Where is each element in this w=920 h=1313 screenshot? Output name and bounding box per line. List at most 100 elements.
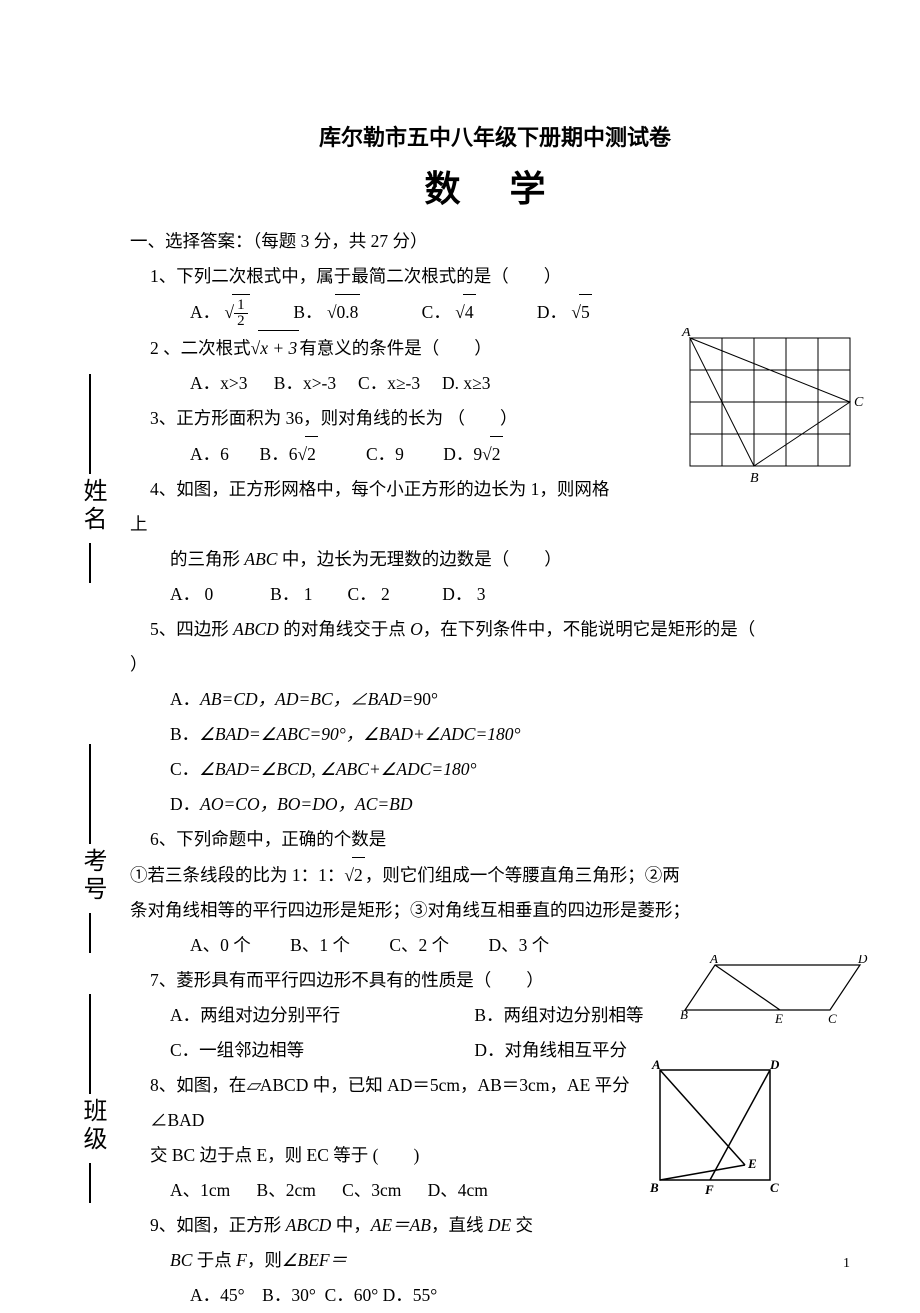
q9-angle: ∠BEF＝ [282, 1250, 347, 1270]
q9-l2-post: ，则 [247, 1250, 282, 1270]
q8-para: ▱ [246, 1075, 259, 1095]
exam-title: 库尔勒市五中八年级下册期中测试卷 [130, 120, 860, 152]
q2-C: C．x≥-3 [358, 373, 420, 393]
subject-title: 数 学 [130, 160, 860, 212]
q5-abcd: ABCD [233, 619, 279, 639]
q9-pre: 9、如图，正方形 [150, 1215, 286, 1235]
q6-line2: ①若三条线段的比为 1：1：√2，则它们组成一个等腰直角三角形；②两 [130, 857, 860, 893]
q9-A: A．45° [190, 1285, 245, 1305]
q8-figure: A D B E C [680, 955, 870, 1030]
q2-post: 有意义的条件是（ ） [299, 338, 492, 358]
q6-text: 6、下列命题中，正确的个数是 [150, 822, 860, 857]
q1-C-label: C． [422, 302, 451, 322]
q7-B: B．两组对边分别相等 [474, 1005, 643, 1025]
q3-D-rad: 2 [490, 436, 503, 472]
q8-B: B、2cm [257, 1180, 316, 1200]
q5-B: B．∠BAD=∠ABC=90°，∠BAD+∠ADC=180° [170, 717, 860, 752]
q4-l2-post: 中，边长为无理数的边数是（ ） [277, 549, 561, 569]
sqrt-icon: √2 [297, 436, 317, 472]
q3-A: A．6 [190, 444, 229, 464]
lbl-E: E [774, 1011, 783, 1025]
q5-post: ，在下列条件中，不能说明它是矩形的是（ [423, 619, 756, 639]
lbl-B: B [680, 1007, 688, 1022]
q2-B: B．x>-3 [274, 373, 336, 393]
q5d-pre: D． [170, 794, 200, 814]
q5a-deg: 90° [413, 689, 438, 709]
q6-A: A、0 个 [190, 935, 251, 955]
q6-l2-post: ，则它们组成一个等腰直角三角形；②两 [365, 865, 680, 885]
q5a-pre: A． [170, 689, 200, 709]
q5-close: ） [130, 647, 860, 682]
q5-mid: 的对角线交于点 [279, 619, 410, 639]
lbl-F: F [704, 1182, 714, 1197]
lbl-A: A [681, 328, 691, 340]
q9-C: C．60° [325, 1285, 379, 1305]
q5-A: A．AB=CD，AD=BC，∠BAD=90° [170, 682, 860, 717]
q9-end: 交 [511, 1215, 533, 1235]
sqrt-icon: √2 [344, 857, 364, 893]
q6-line3: 条对角线相等的平行四边形是矩形；③对角线互相垂直的四边形是菱形； [130, 893, 860, 928]
q8-D: D、4cm [428, 1180, 488, 1200]
q3-C: C．9 [366, 444, 404, 464]
q4-abc: ABC [244, 549, 277, 569]
q1-text: 1、下列二次根式中，属于最简二次根式的是（ ） [150, 259, 860, 294]
lbl-A: A [709, 955, 718, 966]
q2-A: A．x>3 [190, 373, 248, 393]
lbl-B: B [750, 471, 759, 486]
q2-rad: x + 3 [258, 330, 299, 366]
q9-abcd: ABCD [286, 1215, 332, 1235]
q1-frac-num: 1 [234, 298, 248, 314]
q2-pre: 2 、二次根式 [150, 338, 251, 358]
lbl-D: D [857, 955, 868, 966]
q4-D: D． 3 [442, 584, 485, 604]
lbl-C: C [828, 1011, 837, 1025]
q9-B: B．30° [262, 1285, 316, 1305]
q5d-body: AO=CO，BO=DO，AC=BD [200, 794, 412, 814]
q9-post: ，直线 [431, 1215, 488, 1235]
q5-C: C．∠BAD=∠BCD, ∠ABC+∠ADC=180° [170, 752, 860, 787]
q6-D: D、3 个 [489, 935, 550, 955]
q1-D-label: D． [537, 302, 567, 322]
q4-l1: 4、如图，正方形网格中，每个小正方形的边长为 1，则网格 [150, 479, 609, 499]
section-header: 一、选择答案：（每题 3 分，共 27 分） [130, 224, 860, 259]
q3-D-label: D．9 [443, 444, 482, 464]
q9-bc: BC [170, 1250, 197, 1270]
q3-B-label: B．6 [260, 444, 298, 464]
q8-C: C、3cm [342, 1180, 401, 1200]
q5-line1: 5、四边形 ABCD 的对角线交于点 O，在下列条件中，不能说明它是矩形的是（ [150, 612, 860, 647]
q7-C: C．一组邻边相等 [170, 1033, 470, 1068]
q5b-pre: B． [170, 724, 199, 744]
q5c-pre: C． [170, 759, 199, 779]
q1-D-val: 5 [579, 294, 592, 330]
q6-C: C、2 个 [389, 935, 449, 955]
q8-abcd: ABCD [260, 1075, 309, 1095]
q9-ae: AE＝AB [371, 1215, 431, 1235]
sqrt-icon: √12 [225, 294, 250, 330]
q4-l2-pre: 的三角形 [170, 549, 244, 569]
q5b-body: ∠BAD=∠ABC=90°，∠BAD+∠ADC=180° [199, 724, 520, 744]
q1-A-label: A． [190, 302, 220, 322]
sqrt-icon: √5 [571, 294, 591, 330]
q4-B: B． 1 [270, 584, 312, 604]
q4-figure: A B C [680, 328, 865, 493]
q5-D: D．AO=CO，BO=DO，AC=BD [170, 787, 860, 822]
q6-rad: 2 [352, 857, 365, 893]
q1-C-val: 4 [463, 294, 476, 330]
q1-B-label: B． [293, 302, 322, 322]
q1-options: A． √12 B． √0.8 C． √4 D． √5 [190, 294, 860, 330]
q9-D: D．55° [383, 1285, 438, 1305]
lbl-B: B [649, 1180, 659, 1195]
q9-de: DE [488, 1215, 511, 1235]
q7-D: D．对角线相互平分 [474, 1040, 627, 1060]
q4-A: A． 0 [170, 584, 213, 604]
q9-l2-mid: 于点 [197, 1250, 236, 1270]
lbl-D: D [769, 1060, 780, 1072]
q1-B-val: 0.8 [335, 294, 361, 330]
q9-line1: 9、如图，正方形 ABCD 中，AE＝AB，直线 DE 交 [150, 1208, 860, 1243]
q9-mid: 中， [331, 1215, 370, 1235]
q8-pre: 8、如图，在 [150, 1075, 246, 1095]
q4-line2: 的三角形 ABC 中，边长为无理数的边数是（ ） [170, 542, 860, 577]
lbl-A: A [651, 1060, 661, 1072]
q5-pre: 5、四边形 [150, 619, 233, 639]
q4-C: C． 2 [347, 584, 389, 604]
